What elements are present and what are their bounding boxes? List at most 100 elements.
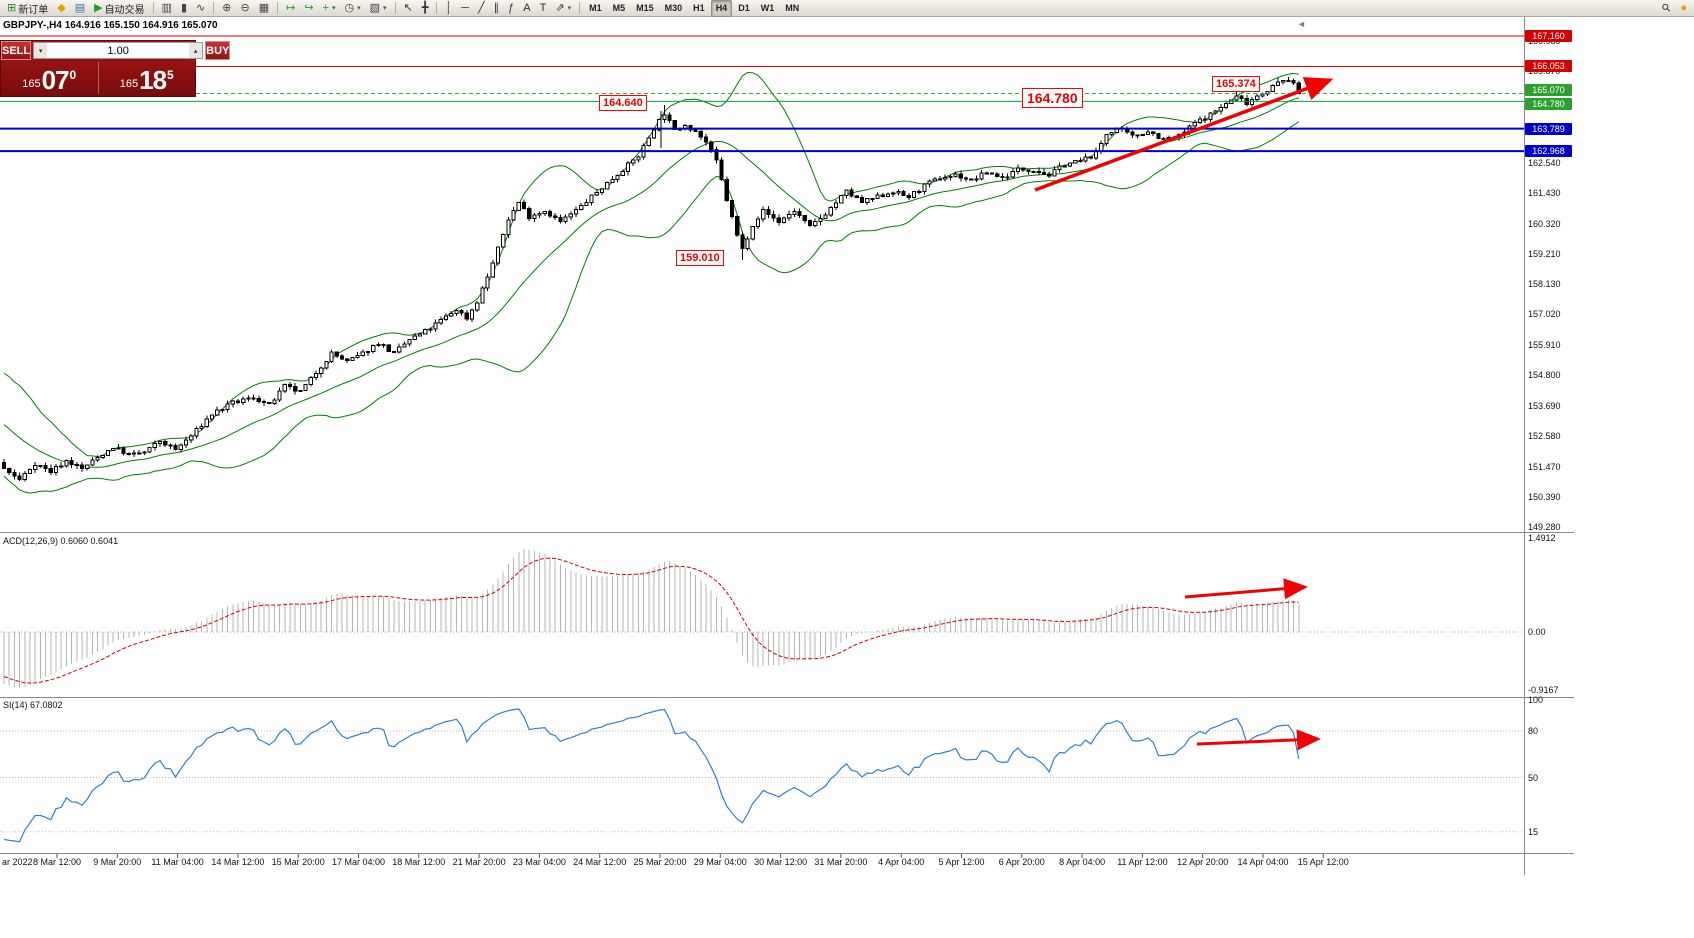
price-tick-label: 158.130 [1528,278,1561,289]
bar-chart-button[interactable]: ▥ [158,0,176,17]
macd-scale-label: -0.9167 [1528,684,1559,695]
timeframe-d1-button[interactable]: D1 [733,0,755,17]
macd-scale-label: 0.00 [1528,627,1546,637]
volume-decrease-button[interactable]: ▾ [34,43,48,58]
time-label: 14 Apr 04:00 [1237,857,1289,867]
search-icon: ⚲ [1659,0,1675,15]
fibonacci-button[interactable]: ƒ [504,0,518,17]
price-annotation[interactable]: 159.010 [676,250,724,266]
price-annotation[interactable]: 164.640 [599,95,647,111]
periods-button[interactable]: ◷ ▾ [340,0,364,17]
time-label: 30 Mar 12:00 [754,857,808,867]
timeframe-w1-button[interactable]: W1 [756,0,780,17]
new-order-button[interactable]: ⊞ 新订单 [3,0,52,17]
channel-icon: ∥ [493,1,500,14]
timeframe-m15-button-label: M15 [636,3,654,13]
ask-pip-digit: 5 [167,68,174,82]
buy-button[interactable]: BUY [205,41,231,60]
ask-prefix: 165 [119,78,139,90]
data-window-button[interactable]: ▤ [71,0,89,17]
chart-shift-marker[interactable]: ◄ [1297,19,1306,29]
time-label: 14 Mar 12:00 [211,857,265,867]
text-button[interactable]: A [519,0,534,17]
notifications-button[interactable]: ● [1676,0,1691,17]
time-label: 25 Mar 20:00 [633,857,687,867]
timeframe-h4-button[interactable]: H4 [710,0,733,17]
timeframe-mn-button[interactable]: MN [780,0,804,17]
price-annotation[interactable]: 164.780 [1022,88,1083,108]
line-chart-icon: ∿ [196,1,206,14]
price-line-label: 166.053 [1525,60,1572,73]
price-tick-label: 153.690 [1528,400,1561,411]
sell-button[interactable]: SELL [1,41,32,60]
objects-button[interactable]: ⇗ ▾ [551,0,575,17]
clock-icon: ◷ [344,1,355,14]
trendline-icon: ╱ [478,1,485,14]
price-annotation[interactable]: 165.374 [1212,76,1260,92]
time-label: 31 Mar 20:00 [814,857,868,867]
timeframe-m30-button[interactable]: M30 [660,0,688,17]
cursor-button[interactable]: ↖ [400,0,417,17]
price-tick-label: 160.320 [1528,218,1561,229]
timeframe-h1-button[interactable]: H1 [688,0,710,17]
chart-shift-icon: ↪ [304,1,314,14]
horizontal-line-icon: ─ [461,1,470,14]
volume-increase-button[interactable]: ▴ [189,43,203,58]
equidistant-channel-button[interactable]: ∥ [490,0,504,17]
line-chart-button[interactable]: ∿ [192,0,209,17]
zoom-out-button[interactable]: ⊖ [236,0,253,17]
time-label: 9 Mar 20:00 [93,857,142,867]
trendline-button[interactable]: ╱ [474,0,489,17]
price-tick-label: 152.580 [1528,431,1561,442]
candlestick-chart-button[interactable]: ▮ [177,0,191,17]
time-label: 4 Apr 04:00 [878,857,925,867]
price-tick-label: 154.800 [1528,370,1561,381]
autotrading-button[interactable]: ▶ 自动交易 [90,0,148,17]
chart-shift-button[interactable]: ↪ [300,0,317,17]
time-label: 8 Apr 04:00 [1059,857,1106,867]
chevron-down-icon: ▾ [331,5,336,12]
tile-windows-button[interactable]: ▦ [255,0,273,17]
timeframe-m15-button[interactable]: M15 [631,0,659,17]
timeframe-d1-button-label: D1 [738,3,750,13]
price-tick-label: 150.390 [1528,491,1561,502]
macd-scale-label: 1.4912 [1528,532,1556,543]
notification-dot-icon: ● [1680,1,1687,14]
timeframe-m5-button[interactable]: M5 [608,0,631,17]
price-line-label: 162.968 [1525,145,1572,158]
templates-button[interactable]: ▧ ▾ [366,0,391,17]
vertical-line-button[interactable]: │ [441,0,456,17]
bid-pip-digit: 0 [69,68,77,82]
rsi-scale-label: 100 [1528,695,1544,705]
time-label: 29 Mar 04:00 [693,857,747,867]
data-window-icon: ▤ [74,1,86,14]
time-label: 18 Mar 12:00 [392,857,446,867]
timeframe-m1-button[interactable]: M1 [584,0,607,17]
chart-ohlc-title: GBPJPY-,H4 164.916 165.150 164.916 165.0… [3,20,218,31]
chevron-down-icon: ▾ [567,5,572,12]
time-label: 5 Apr 12:00 [938,857,985,867]
toolbar-separator [277,2,279,14]
time-label: 21 Mar 20:00 [452,857,506,867]
rsi-indicator-label: SI(14) 67.0802 [3,700,63,710]
zoom-in-icon: ⊕ [222,1,232,14]
text-label-button[interactable]: T [536,0,551,17]
price-tick-label: 162.540 [1528,157,1561,168]
crosshair-button[interactable]: ╋ [418,0,433,17]
volume-input[interactable] [47,43,190,58]
indicators-button[interactable]: + ▾ [319,0,340,17]
timeframe-m30-button-label: M30 [664,3,683,13]
horizontal-line-button[interactable]: ─ [457,0,473,17]
search-button[interactable]: ⚲ [1659,0,1675,17]
expert-advisors-button[interactable]: ◆ [53,0,69,17]
auto-scroll-button[interactable]: ↦ [282,0,299,17]
macd-indicator-label: ACD(12,26,9) 0.6060 0.6041 [3,536,119,546]
price-tick-label: 161.430 [1528,188,1561,199]
timeframe-w1-button-label: W1 [760,3,775,13]
ask-big-digits: 18 [139,65,167,95]
toolbar: ⊞ 新订单 ◆ ▤ ▶ 自动交易 ▥ ▮ ∿ ⊕ ⊖ ▦ ↦ ↪ + ▾ ◷ ▾ ▧ ▾ ↖ ╋ │ ─ ╱ ∥ ƒ A T ⇗ ▾ M1 M5… [0,0,1694,17]
chevron-down-icon: ▾ [357,5,361,12]
timeframe-m1-button-label: M1 [589,3,602,13]
zoom-in-button[interactable]: ⊕ [218,0,235,17]
